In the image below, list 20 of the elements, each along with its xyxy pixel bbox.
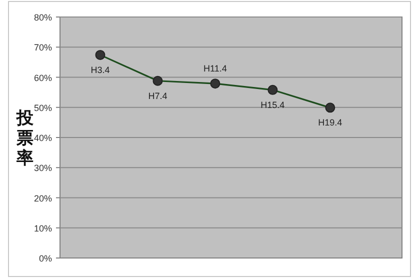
y-tick-label: 70%	[34, 42, 52, 53]
point	[95, 50, 106, 60]
x-tick-label: H15.4	[260, 100, 285, 110]
x-tick-label: H3.4	[90, 64, 110, 75]
point	[152, 76, 163, 86]
x-tick-label: H11.4	[204, 64, 227, 74]
y-tick-label: 30%	[34, 163, 52, 174]
y-axis-title: 投票率	[16, 108, 34, 168]
y-tick-label: 10%	[34, 223, 52, 234]
x-tick-label: H19.4	[318, 118, 342, 128]
y-tick-label: 40%	[34, 133, 52, 143]
y-tick-label: 20%	[34, 193, 52, 204]
y-tick-label: 60%	[34, 72, 52, 83]
y-tick-label: 80%	[34, 12, 52, 22]
point	[325, 102, 336, 113]
y-tick-label: 50%	[34, 102, 52, 113]
point	[210, 78, 220, 89]
point	[268, 84, 278, 95]
x-tick-label: H7.4	[148, 90, 168, 101]
y-tick-label: 0%	[38, 254, 52, 264]
